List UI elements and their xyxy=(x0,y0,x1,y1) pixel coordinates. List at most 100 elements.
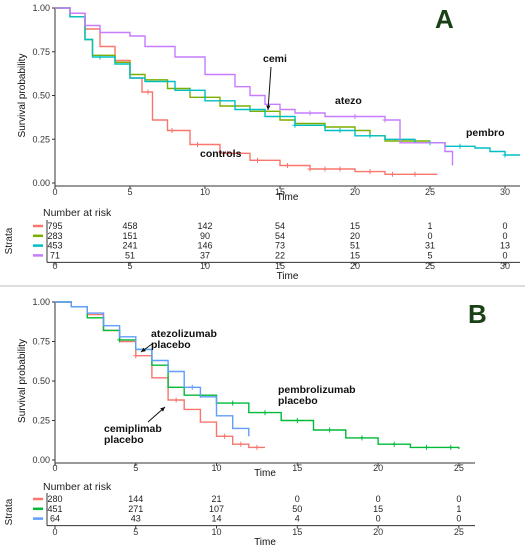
curve-annotation: cemi xyxy=(263,53,287,65)
censor-mark xyxy=(307,110,313,116)
censor-mark xyxy=(322,166,328,172)
censor-mark xyxy=(412,171,418,177)
risk-count: 90 xyxy=(200,231,210,241)
risk-count: 0 xyxy=(502,231,507,241)
censor-mark xyxy=(230,400,236,406)
risk-count: 13 xyxy=(500,241,510,251)
x-axis-title: Time xyxy=(277,192,299,203)
annotation-line: atezolizumab xyxy=(151,328,217,340)
annotation-line: cemi xyxy=(263,53,287,65)
censor-mark xyxy=(225,150,230,156)
x-tick-label: 25 xyxy=(425,187,435,197)
censor-mark xyxy=(173,397,179,403)
y-tick-label: 0.00 xyxy=(32,178,50,188)
risk-x-tick-label: 25 xyxy=(425,261,435,271)
censor-mark xyxy=(390,171,395,177)
risk-count: 0 xyxy=(295,494,300,504)
curve-annotation: pembro xyxy=(466,127,505,139)
censor-mark xyxy=(391,441,397,447)
censor-mark xyxy=(262,410,268,416)
risk-count: 458 xyxy=(122,221,137,231)
risk-count: 71 xyxy=(50,250,60,260)
x-tick-label: 10 xyxy=(212,463,222,473)
annotation-line: cemiplimab xyxy=(104,423,162,435)
panel-label: B xyxy=(468,299,487,329)
risk-count: 51 xyxy=(350,241,360,251)
annotation-line: controls xyxy=(200,148,242,160)
risk-count: 15 xyxy=(373,504,383,514)
km-panel-b: 0.000.250.500.751.000 5 10 15 20 25TimeSurviv… xyxy=(4,297,487,548)
risk-count: 64 xyxy=(50,514,60,524)
y-tick-label: 0.75 xyxy=(32,337,50,347)
censor-mark xyxy=(457,143,463,149)
annotation-arrow xyxy=(267,66,272,111)
risk-count: 54 xyxy=(275,221,285,231)
risk-count: 0 xyxy=(456,494,461,504)
censor-mark xyxy=(382,117,388,123)
risk-count: 73 xyxy=(275,241,285,251)
annotation-arrowhead xyxy=(141,347,146,352)
risk-count: 271 xyxy=(128,504,143,514)
risk-count: 15 xyxy=(350,221,360,231)
censor-mark xyxy=(238,441,244,447)
x-tick-label: 15 xyxy=(275,187,285,197)
risk-count: 0 xyxy=(376,514,381,524)
x-tick-label: 20 xyxy=(373,463,383,473)
y-tick-label: 0.25 xyxy=(32,134,50,144)
risk-x-tick-label: 20 xyxy=(373,527,383,537)
censor-mark xyxy=(337,166,343,172)
curve-annotation: atezo xyxy=(335,95,362,107)
censor-mark xyxy=(189,384,195,390)
annotation-line: pembrolizumab xyxy=(278,384,356,396)
y-tick-label: 0.50 xyxy=(32,376,50,386)
risk-count: 146 xyxy=(197,241,212,251)
risk-count: 14 xyxy=(212,514,222,524)
censor-mark xyxy=(337,128,343,133)
strata-label: Strata xyxy=(4,227,15,254)
censor-mark xyxy=(424,444,430,450)
risk-count: 151 xyxy=(122,231,137,241)
annotation-line: pembro xyxy=(466,127,505,139)
km-panel-a: 0.000.250.500.751.000 5 10 15 20 25 30TimeSurv… xyxy=(4,3,520,282)
risk-count: 5 xyxy=(427,250,432,260)
risk-count: 0 xyxy=(427,231,432,241)
risk-x-tick-label: 10 xyxy=(212,527,222,537)
censor-mark xyxy=(294,418,300,423)
censor-mark xyxy=(367,133,373,139)
risk-count: 21 xyxy=(212,494,222,504)
risk-count: 31 xyxy=(425,241,435,251)
censor-mark xyxy=(285,163,290,168)
censor-mark xyxy=(255,157,260,163)
risk-count: 50 xyxy=(292,504,302,514)
x-tick-label: 0 xyxy=(52,463,57,473)
risk-x-axis-title: Time xyxy=(254,537,276,548)
curve-annotation: cemiplimab placebo xyxy=(104,423,162,446)
censor-mark xyxy=(502,152,508,158)
risk-x-tick-label: 25 xyxy=(454,527,464,537)
risk-count: 37 xyxy=(200,250,210,260)
censor-mark xyxy=(133,353,139,359)
censor-mark xyxy=(352,114,358,119)
risk-count: 4 xyxy=(295,514,300,524)
censor-mark xyxy=(247,107,253,112)
risk-table-title: Number at risk xyxy=(43,207,112,219)
risk-count: 107 xyxy=(209,504,224,514)
x-tick-label: 20 xyxy=(350,187,360,197)
plot-area xyxy=(55,8,520,183)
km-curve-2 xyxy=(55,301,250,437)
risk-x-tick-label: 10 xyxy=(200,261,210,271)
risk-count: 20 xyxy=(350,231,360,241)
x-tick-label: 25 xyxy=(454,463,464,473)
risk-count: 51 xyxy=(125,250,135,260)
risk-table-title: Number at risk xyxy=(43,481,112,493)
censor-mark xyxy=(448,444,454,450)
x-tick-label: 5 xyxy=(133,463,138,473)
risk-x-tick-label: 5 xyxy=(127,261,132,271)
risk-count: 453 xyxy=(47,241,62,251)
annotation-line: placebo xyxy=(104,434,144,446)
x-tick-label: 5 xyxy=(127,187,132,197)
annotation-arrowhead xyxy=(266,105,271,110)
risk-count: 280 xyxy=(47,494,62,504)
risk-count: 451 xyxy=(47,504,62,514)
